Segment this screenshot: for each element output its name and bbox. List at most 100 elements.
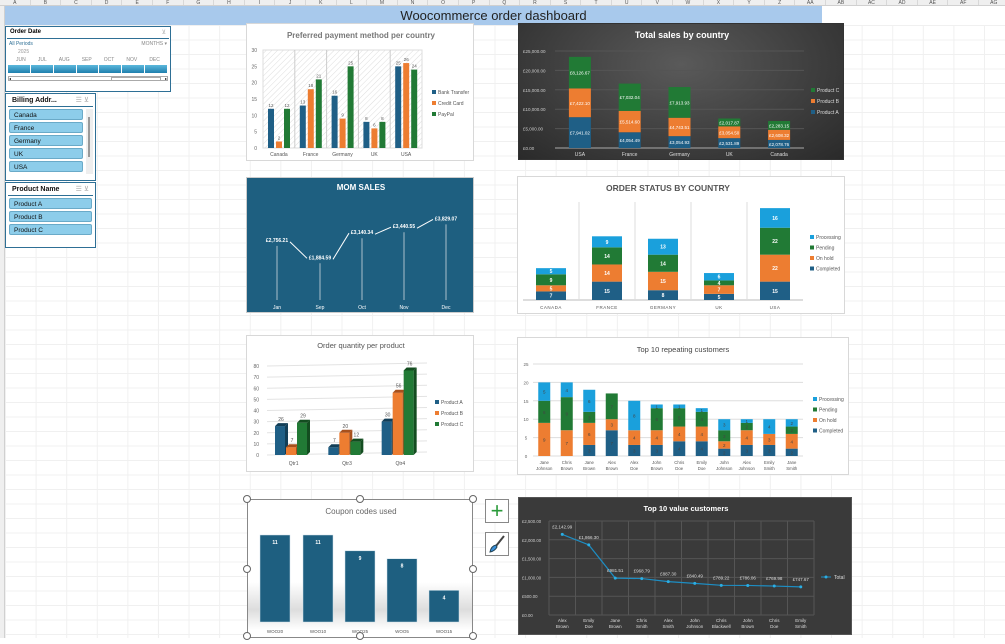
chart-styles-button[interactable]	[485, 532, 509, 556]
column-header[interactable]: A	[0, 0, 31, 5]
column-header[interactable]: H	[214, 0, 245, 5]
column-header[interactable]: K	[306, 0, 337, 5]
slicer-item[interactable]: Germany	[9, 135, 83, 146]
column-header[interactable]: N	[398, 0, 429, 5]
slicer-item[interactable]: USA	[9, 161, 83, 172]
resize-handle-tr[interactable]	[469, 495, 477, 503]
timeline-month[interactable]: JUN	[16, 57, 26, 63]
slicer-title: Product Name	[12, 185, 60, 193]
column-header[interactable]: Z	[765, 0, 796, 5]
column-header[interactable]: W	[673, 0, 704, 5]
resize-handle-tl[interactable]	[243, 495, 251, 503]
slicer-item[interactable]: Product A	[9, 198, 92, 209]
timeline-month-bar[interactable]	[54, 65, 77, 73]
order-date-timeline[interactable]: Order Date ⊻ All Periods MONTHS ▾ 2025 J…	[5, 26, 171, 92]
slicer-item[interactable]: Product C	[9, 224, 92, 235]
column-header[interactable]: L	[337, 0, 368, 5]
slicer-item[interactable]: Product B	[9, 211, 92, 222]
column-header[interactable]: Q	[490, 0, 521, 5]
column-header[interactable]: V	[642, 0, 674, 5]
billing-address-slicer: Billing Addr... ☰ ⊻ Canada France Germany UK…	[5, 93, 96, 181]
resize-handle-ml[interactable]	[243, 565, 251, 573]
column-header[interactable]: S	[551, 0, 582, 5]
resize-handle-br[interactable]	[469, 632, 477, 640]
timeline-bar[interactable]	[8, 65, 169, 73]
column-header[interactable]: D	[92, 0, 123, 5]
x-tick-label: GERMANY	[650, 305, 676, 310]
column-header[interactable]: P	[459, 0, 490, 5]
column-header[interactable]: AA	[795, 0, 827, 5]
chart-coupon-codes[interactable]: Coupon codes used 11 WOO20 11 WOO10 9 WOO25 8 WO…	[247, 499, 473, 638]
clear-filter-icon[interactable]: ⊻	[83, 97, 89, 104]
chart-elements-button[interactable]: +	[485, 499, 509, 523]
chart-order-quantity[interactable]: Order quantity per product 0 10 20 30 40 50 60 7…	[246, 335, 474, 472]
timeline-month-bar[interactable]	[8, 65, 31, 73]
timeline-month[interactable]: DEC	[149, 57, 160, 63]
column-header[interactable]: AG	[979, 0, 1005, 5]
chart-mom-sales[interactable]: MOM SALES £2,756.21 Jan £1,884.59 Sep £3,140.…	[246, 177, 474, 313]
bar-segment	[760, 208, 790, 228]
slicer-item[interactable]: France	[9, 122, 83, 133]
data-label: 22	[772, 266, 778, 272]
column-header[interactable]: F	[153, 0, 184, 5]
timeline-month[interactable]: AUG	[58, 57, 70, 63]
chart-payment-method[interactable]: Preferred payment method per country 0 5 10…	[246, 23, 474, 161]
chart-order-status[interactable]: ORDER STATUS BY COUNTRY 7 5 9 5 CANADA 15 14 14 9…	[517, 176, 845, 314]
title-banner: Woocommerce order dashboard	[5, 6, 822, 25]
timeline-month-bar[interactable]	[99, 65, 123, 73]
timeline-month-bar[interactable]	[77, 65, 100, 73]
slicer-item[interactable]: UK	[9, 148, 83, 159]
timeline-month[interactable]: OCT	[103, 57, 115, 63]
resize-handle-mr[interactable]	[469, 565, 477, 573]
resize-handle-bl[interactable]	[243, 632, 251, 640]
column-header[interactable]: AD	[887, 0, 918, 5]
bar-segment	[768, 139, 791, 148]
slicer-scrollbar[interactable]	[86, 109, 93, 174]
column-header[interactable]: AE	[918, 0, 949, 5]
data-point	[587, 543, 591, 547]
multi-select-icon[interactable]: ☰	[75, 97, 82, 104]
timeline-month[interactable]: NOV	[126, 57, 138, 63]
column-header[interactable]: AB	[826, 0, 857, 5]
data-label: 4	[718, 281, 721, 287]
column-header[interactable]: AF	[948, 0, 979, 5]
column-header[interactable]: X	[704, 0, 735, 5]
bar-segment	[618, 132, 641, 148]
column-header[interactable]: G	[184, 0, 215, 5]
timeline-scrollbar[interactable]: ◂ ▸	[8, 76, 168, 81]
column-header[interactable]: AC	[857, 0, 888, 5]
timeline-month-bar[interactable]	[122, 65, 146, 73]
chart-value-customers[interactable]: Top 10 value customers £0.00 £500.00 £1,000…	[518, 497, 852, 635]
column-header[interactable]: C	[61, 0, 92, 5]
data-label: 7	[610, 441, 613, 446]
bar	[379, 121, 386, 148]
timeline-month[interactable]: SEP	[81, 57, 92, 63]
timeline-month-bar[interactable]	[31, 65, 54, 73]
resize-handle-tm[interactable]	[356, 495, 364, 503]
column-header[interactable]: O	[428, 0, 459, 5]
column-header[interactable]: I	[245, 0, 276, 5]
column-header[interactable]: B	[31, 0, 62, 5]
resize-handle-bm[interactable]	[356, 632, 364, 640]
column-header[interactable]: Y	[734, 0, 765, 5]
slicer-item[interactable]: Canada	[9, 109, 83, 120]
column-header[interactable]: M	[367, 0, 398, 5]
clear-filter-icon[interactable]: ⊻	[161, 30, 166, 36]
timeline-level-dropdown[interactable]: MONTHS ▾	[141, 41, 167, 47]
column-header[interactable]: E	[122, 0, 153, 5]
column-header[interactable]: J	[275, 0, 306, 5]
column-header[interactable]: R	[520, 0, 551, 5]
timeline-month[interactable]: JUL	[37, 57, 47, 63]
column-header[interactable]: T	[581, 0, 612, 5]
column-header[interactable]: U	[612, 0, 643, 5]
all-periods-label[interactable]: All Periods	[9, 41, 33, 47]
chart-total-sales[interactable]: Total sales by country £0.00 £5,000.00 £10,…	[518, 23, 844, 160]
data-point	[640, 577, 644, 581]
multi-select-icon[interactable]: ☰	[75, 186, 82, 193]
data-point	[799, 585, 803, 589]
chart-repeat-customers[interactable]: Top 10 repeating customers 0 5 10 15 20 25 9 6 5 J…	[517, 337, 849, 475]
legend-swatch	[813, 428, 817, 433]
clear-filter-icon[interactable]: ⊻	[83, 186, 89, 193]
timeline-month-bar[interactable]	[145, 65, 169, 73]
data-point	[666, 580, 670, 584]
